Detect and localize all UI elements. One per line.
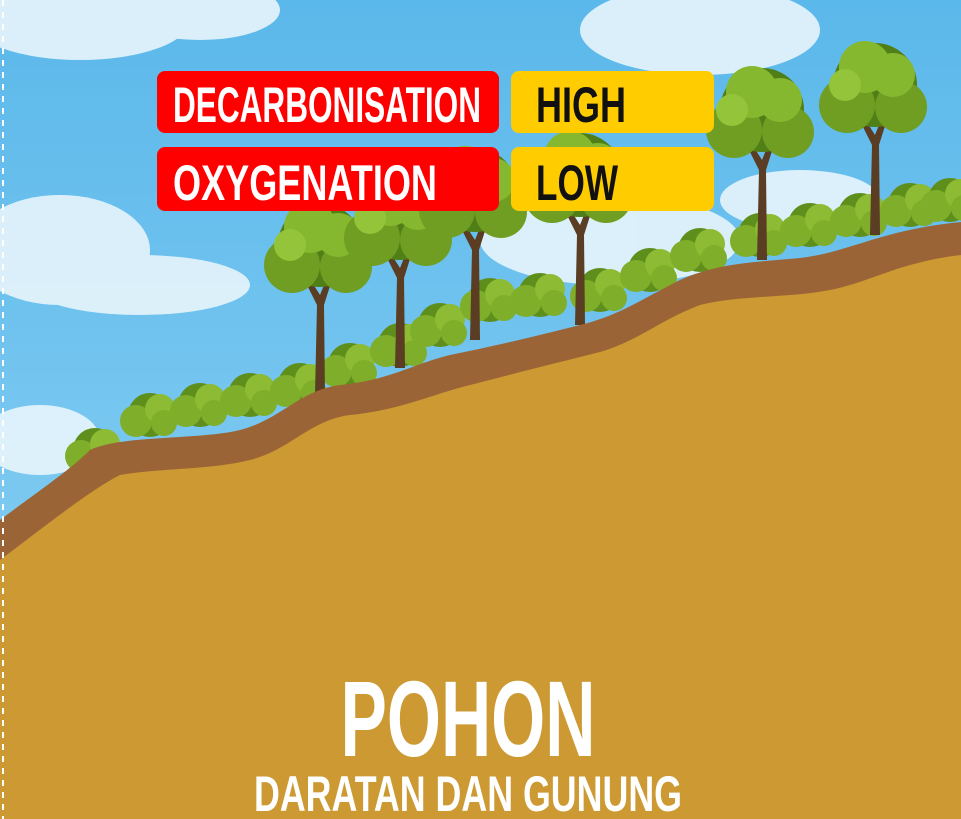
poster: DECARBONISATION HIGH OXYGENATION LOW POH… (0, 0, 961, 819)
body: DECARBONISATION HIGH OXYGENATION LOW POH… (0, 0, 961, 819)
label-name: DECARBONISATION (173, 77, 481, 133)
page: Pohon {"labels": [ {"name": "DECARBONISA… (0, 0, 961, 819)
label-level: HIGH (536, 77, 626, 133)
label-name: OXYGENATION (173, 155, 437, 211)
subtitle: DARATAN DAN GUNUNG (254, 766, 682, 819)
title: POHON (341, 658, 596, 779)
label-level: LOW (536, 155, 619, 211)
